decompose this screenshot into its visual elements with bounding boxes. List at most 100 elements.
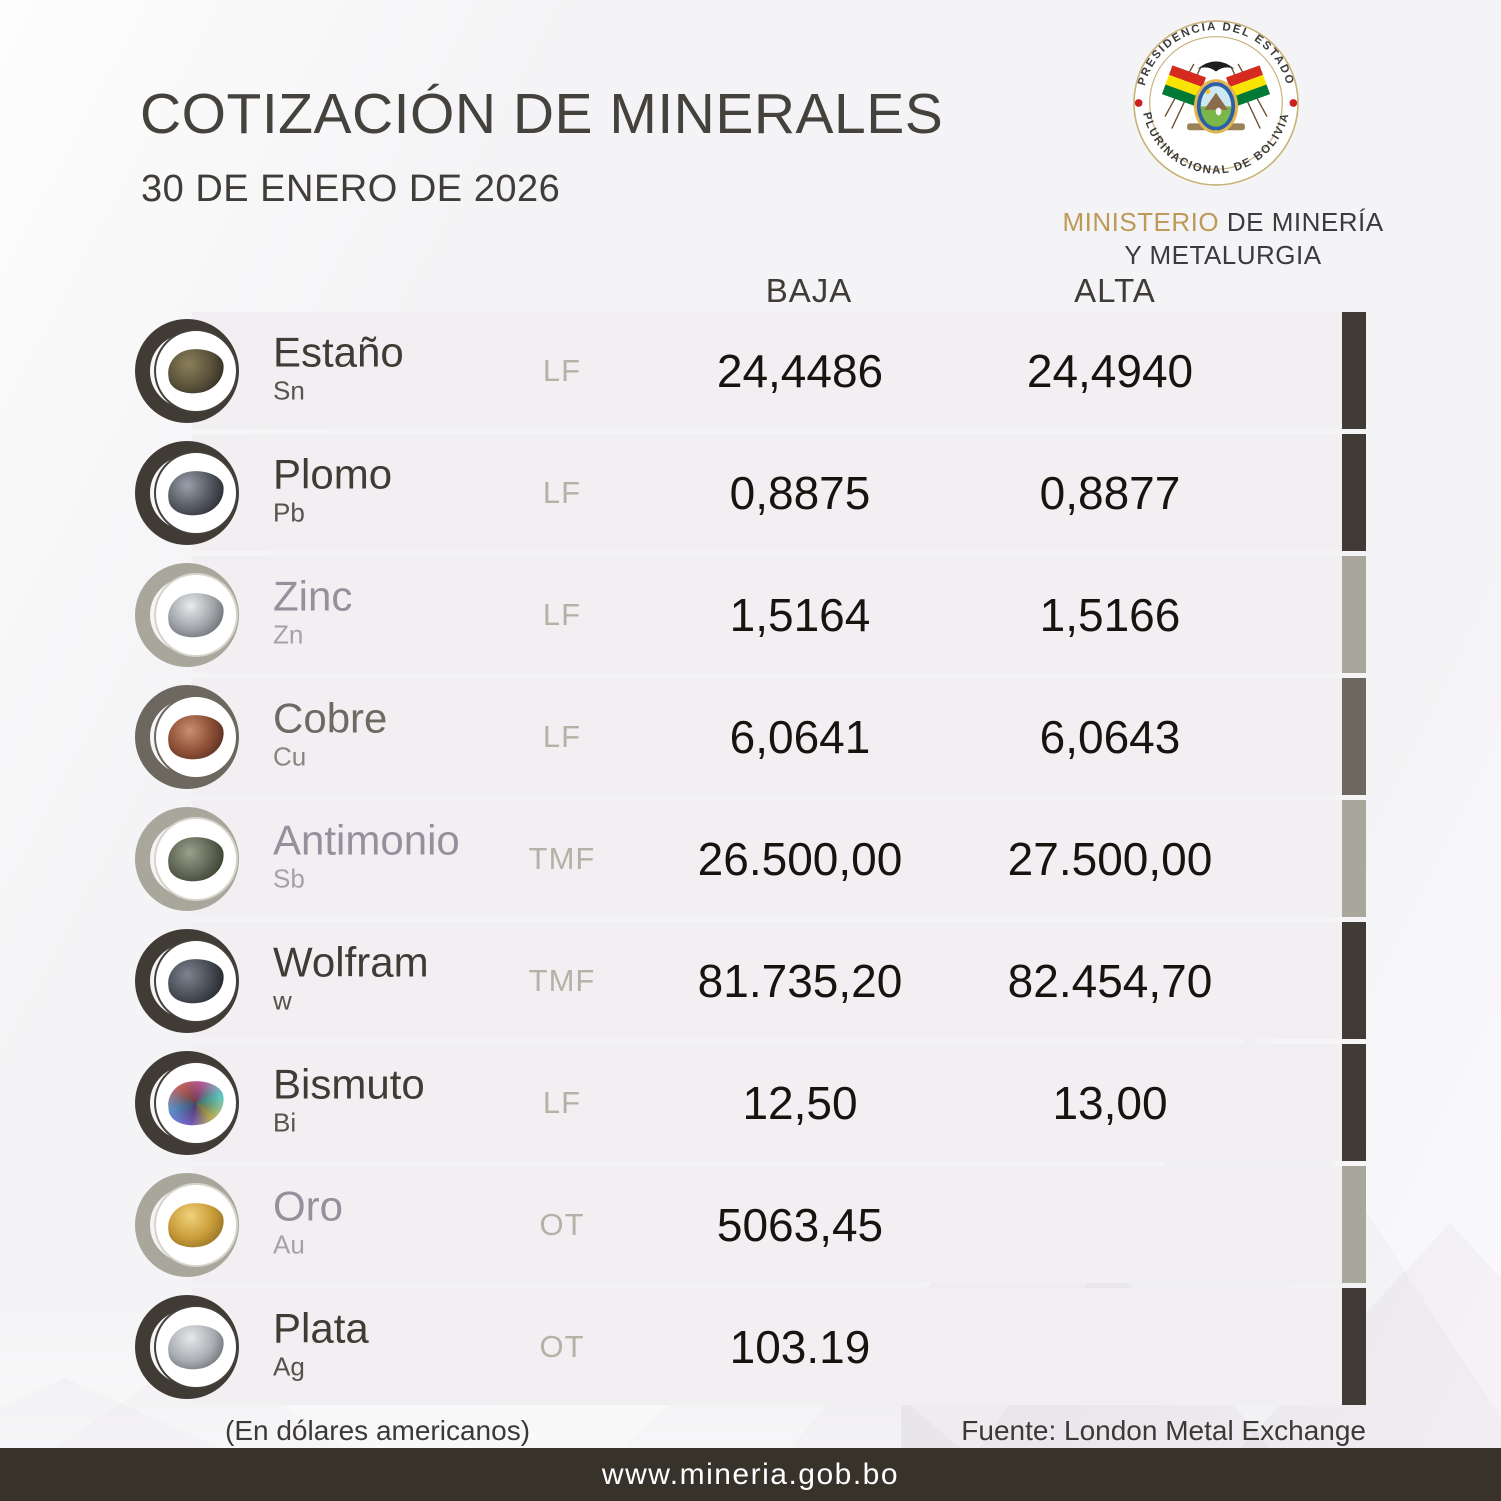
mineral-name: Plata <box>273 1303 369 1351</box>
mineral-symbol: Pb <box>273 497 305 528</box>
mineral-badge <box>133 1166 251 1284</box>
mineral-image-icon <box>165 955 227 1006</box>
mineral-name-cell: Plata Ag <box>273 1303 369 1384</box>
mineral-badge <box>133 556 251 674</box>
ministry-word-rest: DE MINERÍA <box>1219 207 1384 237</box>
mineral-photo-circle <box>154 450 238 535</box>
row-accent-bar <box>1342 1166 1366 1283</box>
mineral-name-cell: Estaño Sn <box>273 327 404 408</box>
table-row: Zinc Zn LF 1,5164 1,5166 <box>135 556 1366 673</box>
seal-dot-left <box>1134 99 1143 107</box>
value-baja: 5063,45 <box>716 1198 884 1251</box>
mineral-name-cell: Plomo Pb <box>273 449 393 530</box>
value-baja: 26.500,00 <box>697 832 903 885</box>
ministry-name: MINISTERIO DE MINERÍA Y METALURGIA <box>1058 206 1388 272</box>
value-alta: 82.454,70 <box>1007 954 1213 1007</box>
mineral-image-icon <box>165 711 227 762</box>
row-accent-bar <box>1342 1288 1366 1405</box>
condor-icon <box>1197 61 1235 72</box>
mineral-name: Estaño <box>273 327 404 375</box>
value-baja: 103.19 <box>729 1320 871 1373</box>
table-row: Antimonio Sb TMF 26.500,00 27.500,00 <box>135 800 1366 917</box>
date-subtitle: 30 DE ENERO DE 2026 <box>141 168 561 210</box>
unit-label: OT <box>539 1328 585 1364</box>
page-title: COTIZACIÓN DE MINERALES <box>140 82 944 146</box>
seal-dot-right <box>1289 99 1298 107</box>
mineral-name-cell: Antimonio Sb <box>273 815 460 896</box>
unit-label: TMF <box>528 840 596 876</box>
unit-label: OT <box>539 1206 585 1242</box>
mineral-name: Zinc <box>273 571 353 619</box>
mineral-photo-circle <box>154 1060 238 1145</box>
mineral-symbol: Cu <box>273 741 307 772</box>
mineral-badge <box>133 434 251 552</box>
row-accent-bar <box>1342 922 1366 1039</box>
mineral-symbol: w <box>273 985 292 1016</box>
minerals-table: Estaño Sn LF 24,4486 24,4940 Plomo Pb LF… <box>135 312 1366 1410</box>
mineral-image-icon <box>165 467 227 518</box>
mineral-badge <box>133 1288 251 1406</box>
mineral-image-icon <box>165 589 227 640</box>
mineral-name: Plomo <box>273 449 393 497</box>
mineral-name-cell: Oro Au <box>273 1181 344 1262</box>
table-row: Wolfram w TMF 81.735,20 82.454,70 <box>135 922 1366 1039</box>
row-accent-bar <box>1342 1044 1366 1161</box>
unit-label: LF <box>542 1084 582 1120</box>
mineral-name: Wolfram <box>273 937 429 985</box>
value-alta: 24,4940 <box>1026 344 1194 397</box>
coat-of-arms <box>1161 61 1271 134</box>
mineral-photo-circle <box>154 1304 238 1389</box>
mineral-badge <box>133 1044 251 1162</box>
mineral-name: Antimonio <box>273 815 460 863</box>
row-accent-bar <box>1342 434 1366 551</box>
ministry-word-accent: MINISTERIO <box>1062 207 1220 237</box>
mineral-photo-circle <box>154 938 238 1023</box>
column-header-baja: BAJA <box>765 272 853 309</box>
mineral-photo-circle <box>154 328 238 413</box>
unit-label: LF <box>542 352 582 388</box>
mineral-photo-circle <box>154 572 238 657</box>
value-baja: 6,0641 <box>729 710 871 763</box>
mineral-badge <box>133 922 251 1040</box>
value-baja: 81.735,20 <box>697 954 903 1007</box>
value-alta: 13,00 <box>1052 1076 1168 1129</box>
mineral-name: Cobre <box>273 693 388 741</box>
mineral-badge <box>133 800 251 918</box>
mineral-photo-circle <box>154 816 238 901</box>
mineral-symbol: Zn <box>273 619 304 650</box>
value-alta: 1,5166 <box>1039 588 1181 641</box>
mineral-image-icon <box>165 833 227 884</box>
mineral-image-icon <box>165 1199 227 1250</box>
row-accent-bar <box>1342 800 1366 917</box>
bolivia-state-seal: PRESIDENCIA DEL ESTADO PLURINACIONAL DE … <box>1132 19 1300 187</box>
mineral-image-icon <box>165 1077 227 1128</box>
unit-label: TMF <box>528 962 596 998</box>
value-alta: 0,8877 <box>1039 466 1181 519</box>
currency-note: (En dólares americanos) <box>225 1415 531 1446</box>
table-row: Plomo Pb LF 0,8875 0,8877 <box>135 434 1366 551</box>
unit-label: LF <box>542 474 582 510</box>
value-alta: 27.500,00 <box>1007 832 1213 885</box>
value-baja: 0,8875 <box>729 466 871 519</box>
mineral-name: Oro <box>273 1181 344 1229</box>
table-row: Oro Au OT 5063,45 <box>135 1166 1366 1283</box>
mineral-image-icon <box>165 1321 227 1372</box>
source-note: Fuente: London Metal Exchange <box>961 1415 1366 1446</box>
column-header-alta: ALTA <box>1074 272 1156 309</box>
mineral-symbol: Ag <box>273 1351 305 1382</box>
mineral-photo-circle <box>154 1182 238 1267</box>
bottom-bar: www.mineria.gob.bo <box>0 1448 1501 1501</box>
unit-label: LF <box>542 596 582 632</box>
table-row: Plata Ag OT 103.19 <box>135 1288 1366 1405</box>
value-baja: 24,4486 <box>716 344 884 397</box>
table-row: Cobre Cu LF 6,0641 6,0643 <box>135 678 1366 795</box>
value-alta: 6,0643 <box>1039 710 1181 763</box>
mineral-name-cell: Zinc Zn <box>273 571 353 652</box>
table-row: Bismuto Bi LF 12,50 13,00 <box>135 1044 1366 1161</box>
mineral-badge <box>133 312 251 430</box>
mineral-symbol: Au <box>273 1229 305 1260</box>
mineral-symbol: Sn <box>273 375 305 406</box>
row-accent-bar <box>1342 556 1366 673</box>
mineral-symbol: Sb <box>273 863 305 894</box>
